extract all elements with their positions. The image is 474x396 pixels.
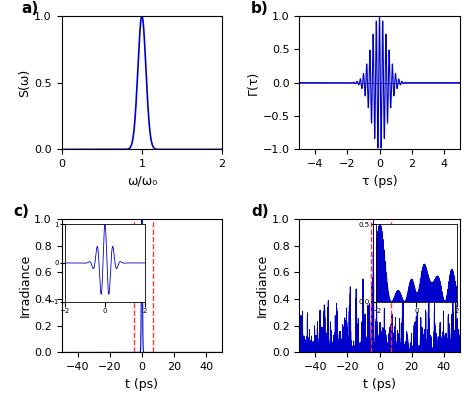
Text: c): c) xyxy=(13,204,29,219)
Y-axis label: Γ(τ): Γ(τ) xyxy=(247,70,260,95)
Y-axis label: Irradiance: Irradiance xyxy=(18,254,31,317)
Text: d): d) xyxy=(251,204,269,219)
X-axis label: t (ps): t (ps) xyxy=(363,378,396,391)
Y-axis label: S(ω): S(ω) xyxy=(18,69,31,97)
Text: a): a) xyxy=(21,1,39,16)
X-axis label: ω/ω₀: ω/ω₀ xyxy=(127,175,157,188)
Y-axis label: Irradiance: Irradiance xyxy=(256,254,269,317)
X-axis label: τ (ps): τ (ps) xyxy=(362,175,397,188)
X-axis label: t (ps): t (ps) xyxy=(126,378,158,391)
Text: b): b) xyxy=(251,1,269,16)
